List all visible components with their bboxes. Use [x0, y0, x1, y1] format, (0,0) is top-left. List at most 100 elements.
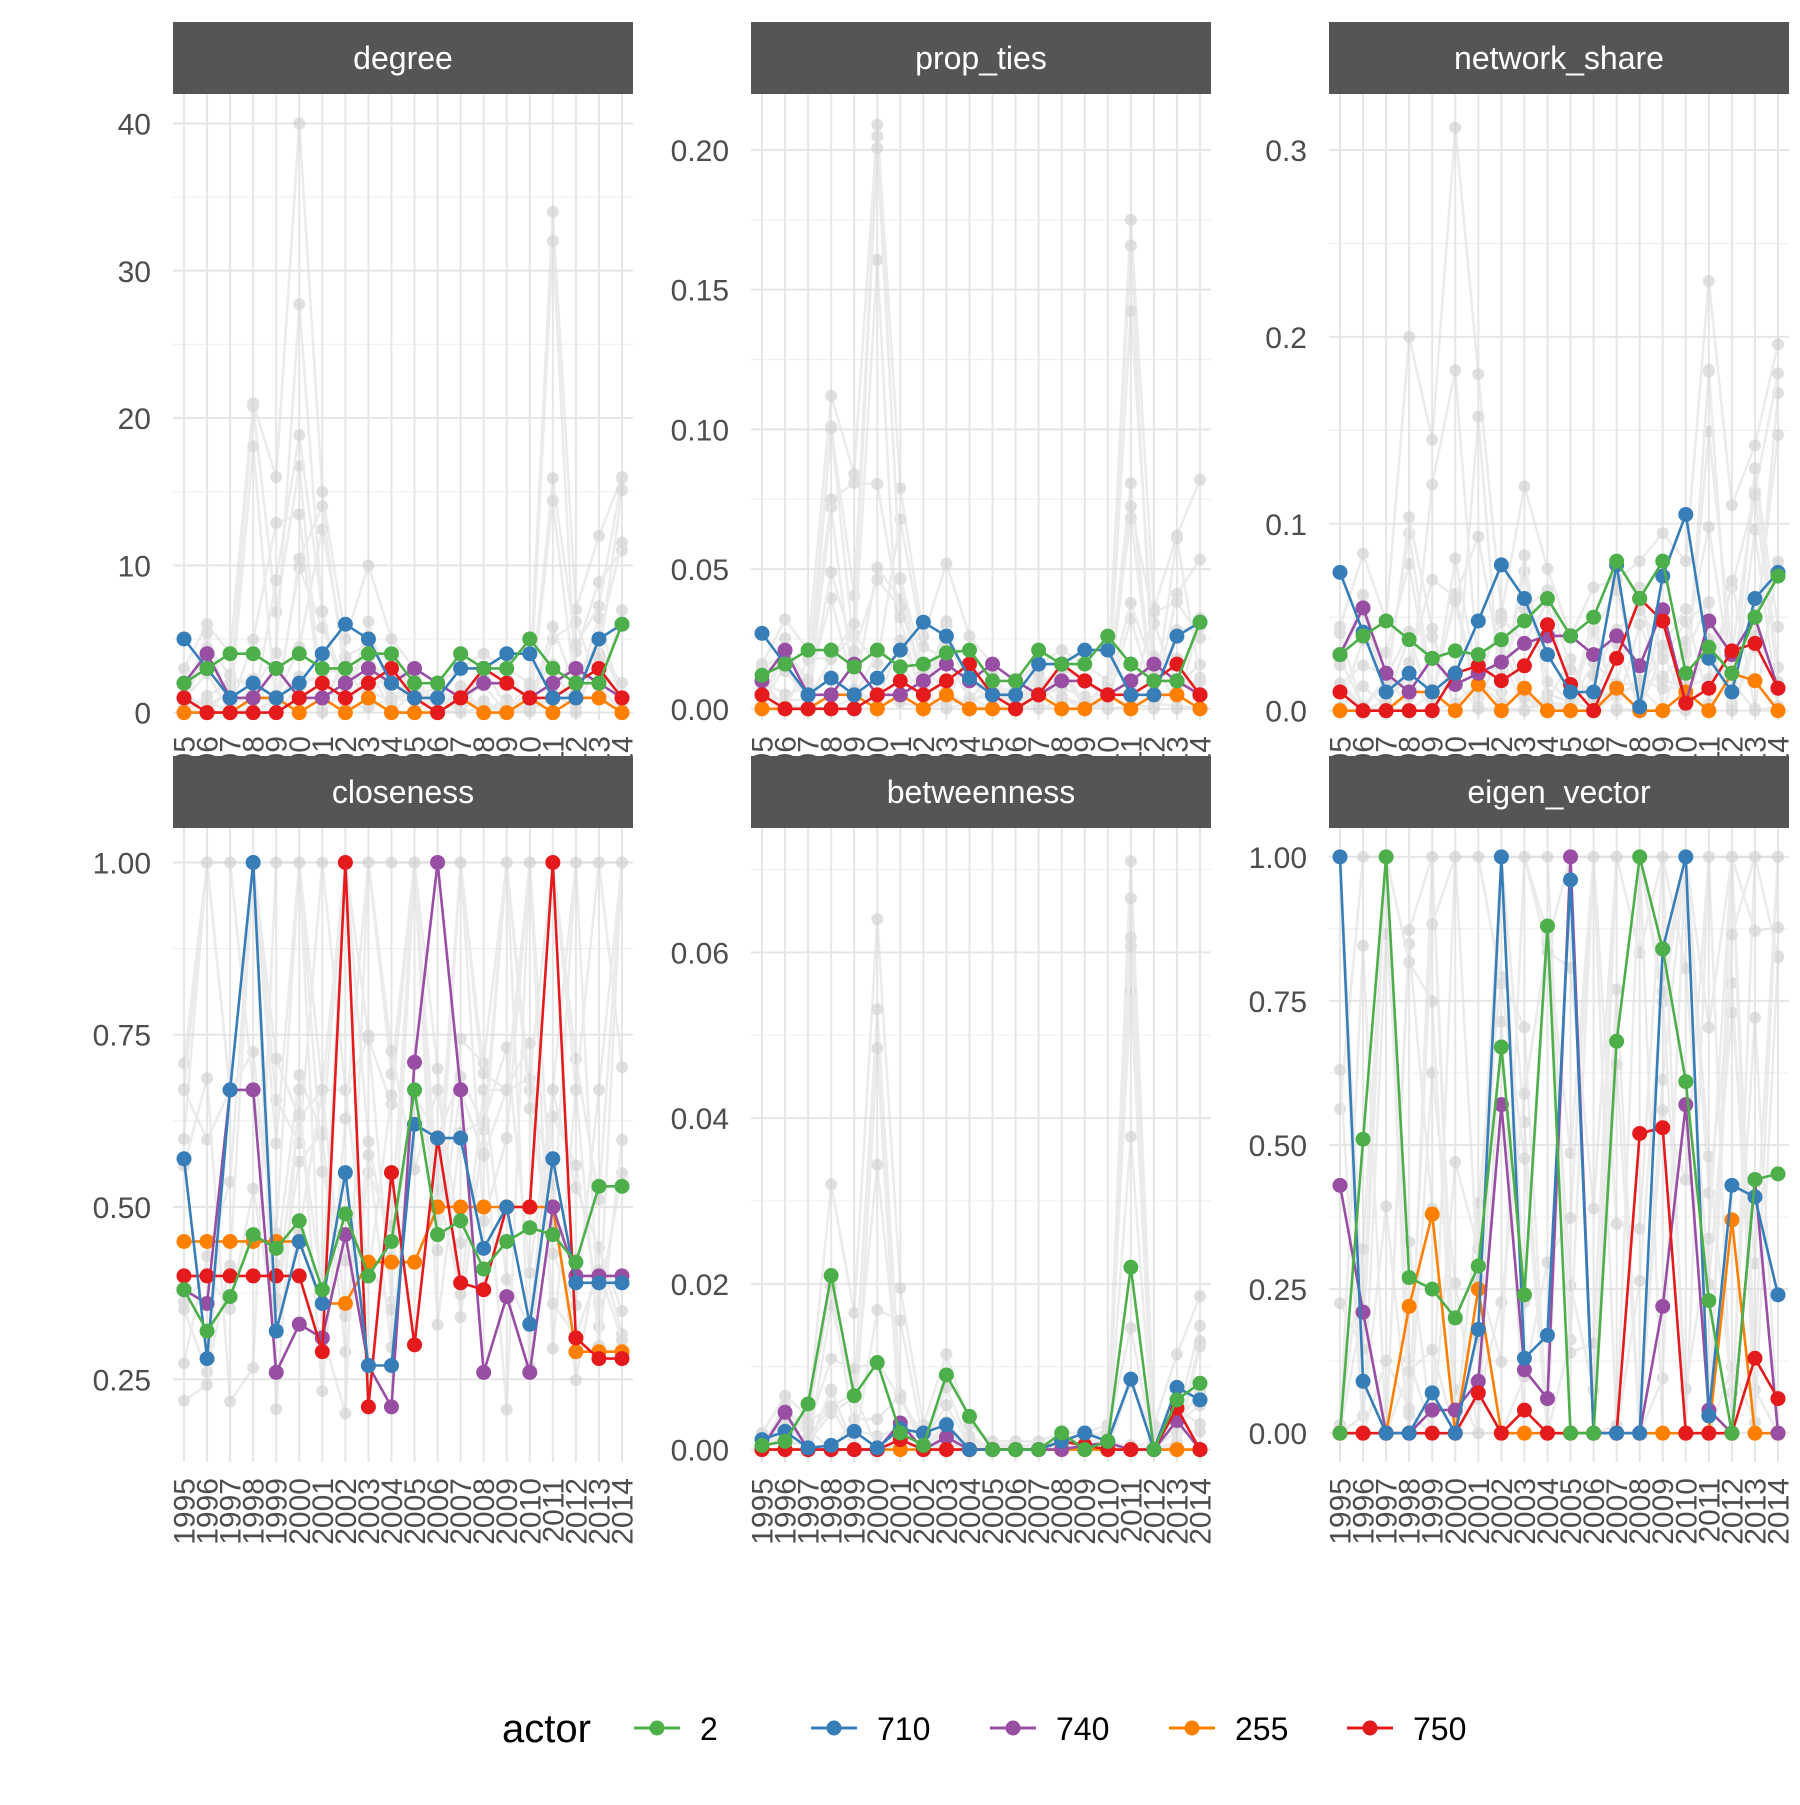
data-point-2 — [407, 675, 423, 691]
background-point — [871, 573, 884, 586]
data-point-255 — [1609, 680, 1625, 696]
data-point-255 — [453, 1199, 469, 1215]
facet-strip — [173, 756, 633, 828]
y-tick-label: 0.06 — [671, 937, 729, 970]
data-point-2 — [1008, 673, 1024, 689]
background-point — [569, 1159, 582, 1172]
data-point-750 — [846, 701, 862, 717]
data-point-2 — [222, 1289, 238, 1305]
background-point — [871, 130, 884, 143]
data-point-750 — [938, 1442, 954, 1458]
background-point — [500, 1132, 513, 1145]
background-point — [1702, 274, 1715, 287]
data-point-2 — [499, 660, 515, 676]
data-point-750 — [1747, 1350, 1763, 1366]
data-point-710 — [1169, 628, 1185, 644]
background-point — [270, 856, 283, 869]
data-point-710 — [1770, 1287, 1786, 1303]
data-point-2 — [1100, 1433, 1116, 1449]
background-point — [894, 1392, 907, 1405]
background-point — [1334, 1063, 1346, 1076]
data-point-255 — [1563, 703, 1579, 719]
background-point — [894, 482, 907, 495]
background-point — [1541, 850, 1554, 863]
data-point-255 — [1077, 701, 1093, 717]
data-point-750 — [1424, 703, 1440, 719]
series-710 — [1332, 849, 1786, 1441]
background-point — [1124, 940, 1137, 953]
background-point — [848, 476, 861, 489]
background-point — [1357, 547, 1370, 560]
y-tick-label: 1.00 — [93, 847, 151, 880]
data-point-710 — [1077, 1425, 1093, 1441]
background-point — [779, 632, 792, 645]
background-point — [1170, 1348, 1183, 1361]
data-point-750 — [1770, 1391, 1786, 1407]
data-point-740 — [1655, 1298, 1671, 1314]
background-point — [1449, 1276, 1462, 1289]
y-tick-label: 40 — [118, 108, 151, 141]
data-point-750 — [337, 854, 353, 870]
data-point-255 — [1701, 703, 1717, 719]
background-point — [1194, 553, 1206, 566]
background-point — [1772, 921, 1784, 934]
background-line — [183, 862, 624, 1410]
data-point-750 — [1100, 687, 1116, 703]
background-point — [546, 494, 559, 507]
background-point — [1610, 983, 1623, 996]
data-point-2 — [1123, 656, 1139, 672]
data-point-750 — [176, 1268, 192, 1284]
data-point-2 — [938, 645, 954, 661]
background-point — [1124, 477, 1137, 490]
data-point-740 — [938, 656, 954, 672]
x-tick-label: 1996 — [192, 1478, 225, 1545]
x-tick-label: 2000 — [1440, 1478, 1473, 1545]
background-point — [917, 640, 930, 653]
data-point-750 — [1609, 650, 1625, 666]
data-point-750 — [1008, 701, 1024, 717]
background-point — [316, 605, 329, 618]
data-point-750 — [1332, 684, 1348, 700]
background-point — [1748, 439, 1761, 452]
data-point-2 — [337, 1206, 353, 1222]
data-point-710 — [1539, 1327, 1555, 1343]
x-tick-label: 2014 — [607, 1478, 640, 1545]
facet-title: degree — [353, 40, 453, 76]
data-point-2 — [614, 616, 630, 632]
data-point-255 — [383, 1254, 399, 1270]
x-tick-label: 2012 — [1716, 1478, 1749, 1545]
data-point-750 — [522, 690, 538, 706]
background-point — [431, 1062, 444, 1075]
data-point-255 — [337, 1296, 353, 1311]
background-point — [1426, 850, 1439, 863]
data-point-255 — [754, 701, 770, 717]
legend-item-710: 710 — [811, 1711, 930, 1747]
data-point-255 — [1424, 1206, 1440, 1222]
data-point-2 — [568, 1254, 584, 1270]
x-tick-label: 2002 — [330, 1478, 363, 1545]
x-tick-label: 1997 — [1371, 1478, 1404, 1545]
data-point-2 — [754, 667, 770, 683]
data-point-710 — [614, 1275, 630, 1291]
data-point-2 — [614, 1178, 630, 1194]
data-point-255 — [407, 705, 423, 721]
background-point — [523, 705, 536, 718]
panel-degree: 010203040degree1995199619971998199920002… — [118, 22, 640, 803]
facet-strip — [751, 756, 1211, 828]
background-point — [270, 1052, 283, 1065]
data-point-740 — [1332, 1177, 1348, 1193]
x-tick-label: 2001 — [885, 1478, 918, 1545]
background-point — [616, 472, 628, 485]
data-point-255 — [1169, 1442, 1185, 1458]
background-point — [224, 856, 237, 869]
data-point-255 — [1192, 701, 1208, 717]
data-point-2 — [176, 675, 192, 691]
background-point — [293, 1069, 306, 1082]
background-point — [1124, 597, 1137, 610]
background-point — [1702, 850, 1715, 863]
background-point — [523, 856, 536, 869]
background-point — [1403, 656, 1416, 669]
background-point — [825, 1178, 838, 1191]
data-point-740 — [1493, 654, 1509, 670]
background-point — [1449, 590, 1462, 603]
